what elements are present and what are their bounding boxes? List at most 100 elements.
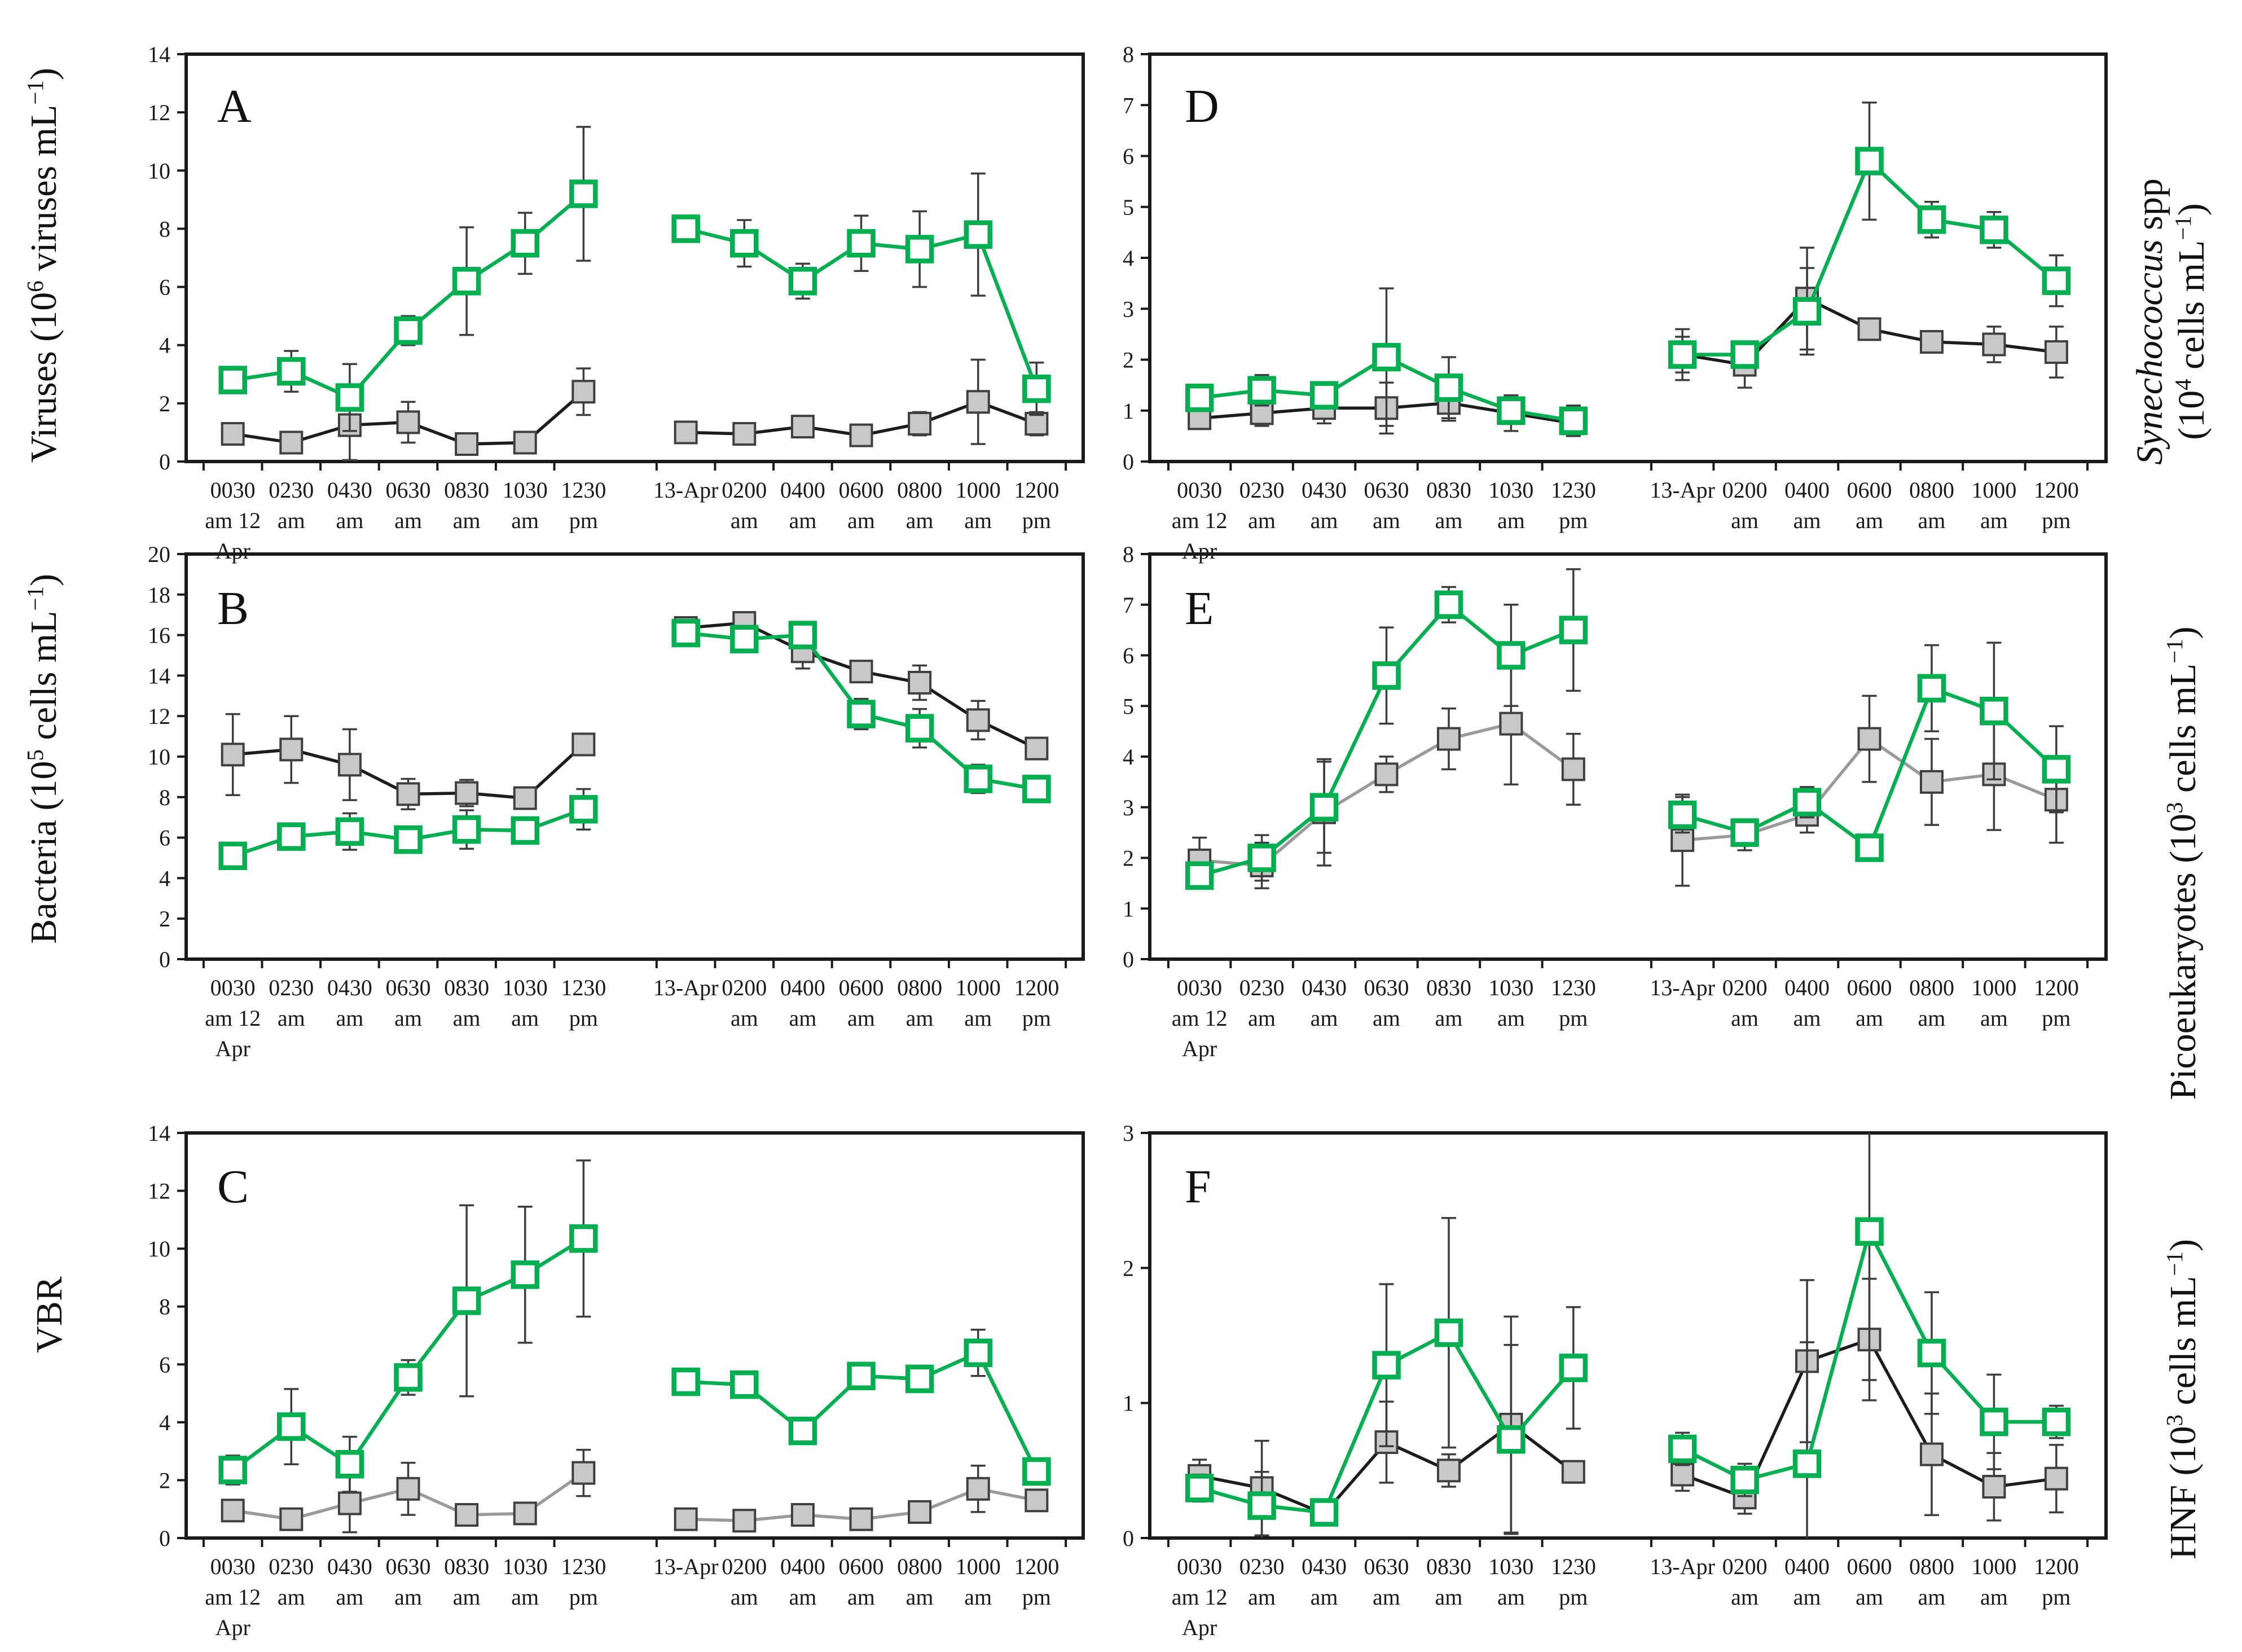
svg-text:am: am: [1731, 1005, 1759, 1031]
svg-text:am: am: [453, 1584, 481, 1610]
svg-text:am: am: [1918, 1005, 1946, 1031]
svg-text:3: 3: [1123, 296, 1134, 322]
svg-text:am: am: [394, 1005, 422, 1031]
panel-letter-F: F: [1185, 1161, 1211, 1213]
svg-text:0: 0: [159, 449, 170, 474]
svg-text:1230: 1230: [561, 975, 606, 1000]
svg-text:0030: 0030: [210, 1554, 256, 1579]
svg-text:am: am: [1311, 1584, 1338, 1610]
svg-text:0400: 0400: [1784, 477, 1830, 503]
svg-text:am: am: [394, 508, 422, 533]
svg-text:am: am: [1435, 1005, 1463, 1031]
svg-text:0400: 0400: [1784, 975, 1830, 1000]
svg-text:2: 2: [1123, 1255, 1134, 1281]
svg-text:pm: pm: [1559, 508, 1588, 533]
svg-text:am 12: am 12: [205, 1584, 261, 1610]
svg-text:0800: 0800: [1909, 1554, 1954, 1579]
svg-text:1000: 1000: [1971, 477, 2016, 503]
svg-text:13-Apr: 13-Apr: [653, 975, 719, 1000]
svg-text:0030: 0030: [210, 477, 256, 503]
svg-text:pm: pm: [1022, 1005, 1051, 1031]
svg-text:am: am: [336, 1584, 363, 1610]
svg-text:pm: pm: [569, 1005, 598, 1031]
panel-C: 0 2 4 6 8 10 12 14 0030 am 12 Apr 0230 am 0430 am 0630 a…: [148, 1121, 1085, 1640]
svg-text:3: 3: [1123, 795, 1134, 820]
svg-text:am: am: [1856, 1584, 1883, 1610]
svg-text:0230: 0230: [269, 975, 314, 1000]
svg-text:am: am: [1497, 1005, 1525, 1031]
svg-text:6: 6: [159, 1352, 170, 1377]
svg-text:0800: 0800: [897, 1554, 942, 1579]
svg-text:0630: 0630: [386, 975, 431, 1000]
svg-text:1200: 1200: [2034, 1554, 2079, 1579]
svg-text:0230: 0230: [1239, 477, 1285, 503]
svg-text:0400: 0400: [780, 975, 825, 1000]
svg-text:0230: 0230: [1239, 975, 1285, 1000]
svg-text:1030: 1030: [503, 477, 548, 503]
y-axis-title-vbr: VBR: [29, 1276, 70, 1353]
y-axis-title-picoeukaryotes: Picoeukaryotes (103 cells mL−1): [2162, 626, 2204, 1100]
svg-text:4: 4: [1123, 744, 1134, 770]
y-axis-title-bacteria: Bacteria (105 cells mL−1): [23, 574, 64, 944]
svg-text:am: am: [394, 1584, 422, 1610]
svg-text:4: 4: [159, 1410, 170, 1435]
svg-text:10: 10: [148, 744, 170, 770]
svg-text:10: 10: [148, 1236, 170, 1262]
svg-text:2: 2: [1123, 348, 1134, 373]
svg-text:0630: 0630: [1364, 1554, 1409, 1579]
svg-text:13-Apr: 13-Apr: [1650, 1554, 1715, 1579]
svg-text:am 12: am 12: [1172, 508, 1228, 533]
svg-text:0400: 0400: [1784, 1554, 1830, 1579]
svg-text:am: am: [847, 1584, 875, 1610]
panel-F: 0 1 2 3 0030 am 12 Apr 0230 am 0430 am 0630 am 0830 am…: [1123, 1121, 2108, 1640]
panel-E: 0 1 2 3 4 5 6 7 8 0030 am 12 Apr 0230 am 0430 am 0630 am 0…: [1123, 542, 2108, 1061]
svg-text:1230: 1230: [561, 477, 606, 503]
svg-text:pm: pm: [2042, 1584, 2070, 1610]
svg-text:0830: 0830: [444, 477, 489, 503]
svg-text:am: am: [336, 508, 363, 533]
svg-text:am: am: [789, 1584, 816, 1610]
svg-text:am: am: [906, 1584, 934, 1610]
svg-text:8: 8: [159, 785, 170, 810]
y-axis-title-viruses: Viruses (106 viruses mL−1): [23, 68, 64, 463]
svg-text:Apr: Apr: [216, 1036, 250, 1061]
svg-text:16: 16: [148, 623, 170, 648]
svg-text:12: 12: [148, 1179, 170, 1204]
svg-text:0430: 0430: [327, 477, 372, 503]
svg-text:pm: pm: [569, 1584, 598, 1610]
svg-text:pm: pm: [1022, 1584, 1051, 1610]
svg-text:5: 5: [1123, 693, 1134, 719]
svg-text:am: am: [1793, 1005, 1821, 1031]
svg-text:am 12: am 12: [205, 508, 261, 533]
panel-letter-D: D: [1185, 80, 1219, 133]
svg-text:7: 7: [1123, 592, 1134, 618]
svg-text:4: 4: [1123, 245, 1134, 271]
svg-text:14: 14: [148, 1121, 170, 1146]
svg-text:14: 14: [148, 42, 170, 67]
svg-text:am: am: [453, 1005, 481, 1031]
svg-text:0830: 0830: [444, 1554, 489, 1579]
svg-text:am: am: [847, 1005, 875, 1031]
svg-text:pm: pm: [2042, 1005, 2070, 1031]
svg-text:1230: 1230: [1551, 1554, 1596, 1579]
svg-text:0230: 0230: [1239, 1554, 1285, 1579]
svg-text:pm: pm: [1022, 508, 1051, 533]
svg-text:0200: 0200: [1722, 477, 1768, 503]
svg-text:0630: 0630: [386, 1554, 431, 1579]
svg-text:0430: 0430: [1302, 975, 1347, 1000]
svg-text:am: am: [789, 1005, 816, 1031]
svg-text:10: 10: [148, 158, 170, 183]
svg-text:am: am: [1435, 508, 1463, 533]
svg-text:1200: 1200: [1014, 975, 1059, 1000]
svg-text:pm: pm: [2042, 508, 2070, 533]
svg-text:1030: 1030: [1488, 477, 1533, 503]
svg-text:am: am: [789, 508, 816, 533]
svg-text:Apr: Apr: [1182, 538, 1217, 564]
svg-text:0830: 0830: [1426, 477, 1471, 503]
svg-text:5: 5: [1123, 195, 1134, 220]
svg-text:am: am: [847, 508, 875, 533]
panel-letter-C: C: [217, 1161, 249, 1213]
svg-text:13-Apr: 13-Apr: [653, 1554, 719, 1579]
svg-text:1000: 1000: [956, 477, 1001, 503]
